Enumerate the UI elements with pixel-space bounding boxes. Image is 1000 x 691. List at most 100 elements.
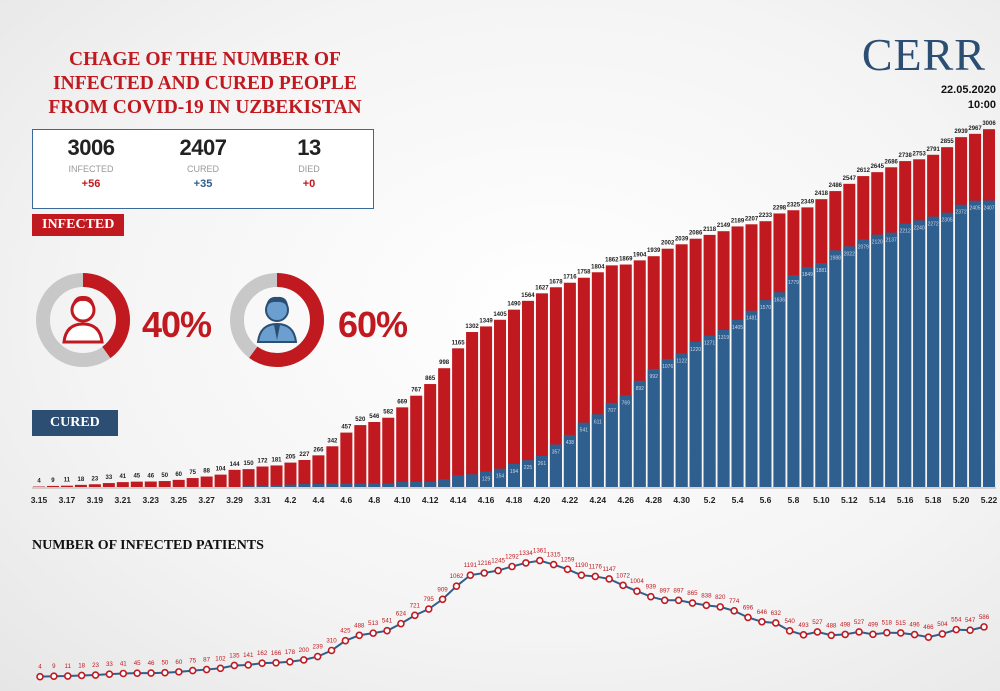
x-tick-label: 4.28	[645, 495, 662, 505]
bar-cured	[745, 310, 758, 487]
line-point-label: 1216	[477, 560, 491, 567]
bar-infected-label: 60	[175, 472, 182, 478]
line-point	[133, 669, 141, 677]
bar-cured-label: 2212	[900, 229, 911, 235]
bar-cured	[829, 250, 842, 487]
bar-infected	[438, 368, 451, 487]
bar-infected	[228, 469, 241, 487]
bar-infected-label: 865	[425, 376, 436, 382]
stat-infected-value: 3006	[67, 135, 115, 160]
bar-cured	[619, 395, 632, 487]
line-point	[674, 596, 683, 605]
bar-infected	[424, 384, 437, 487]
line-point	[952, 625, 961, 634]
bar-cured	[787, 275, 800, 487]
line-point-label: 696	[743, 604, 754, 611]
line-point	[924, 633, 933, 641]
line-point-label: 499	[868, 621, 879, 628]
x-tick-label: 3.15	[31, 495, 48, 505]
bar-infected-label: 1490	[507, 302, 521, 308]
bar-cured	[731, 319, 744, 487]
stat-infected-delta: +56	[81, 178, 101, 190]
bar-cured	[507, 463, 521, 487]
bar-infected	[116, 482, 129, 487]
line-point	[119, 669, 128, 678]
bar-infected-label: 767	[411, 388, 422, 394]
stat-died-value: 13	[297, 135, 321, 160]
x-tick-label: 4.8	[368, 495, 380, 505]
bar-cured	[535, 455, 548, 487]
line-point-label: 646	[757, 609, 768, 616]
bar-infected-label: 2039	[675, 236, 689, 242]
line-point	[605, 575, 613, 583]
female-donut-arc	[36, 273, 130, 367]
bar-infected-label: 520	[355, 417, 366, 423]
line-point-label: 87	[203, 657, 210, 664]
female-donut	[36, 273, 130, 367]
bar-cured	[354, 483, 367, 487]
male-percent: 60%	[338, 304, 408, 345]
bar-infected	[326, 446, 339, 487]
line-point	[466, 571, 475, 579]
line-point	[424, 605, 433, 613]
bar-cured-label: 707	[608, 408, 617, 414]
bar-cured-label: 2137	[886, 238, 897, 244]
bar-infected-label: 1564	[521, 293, 535, 299]
x-tick-label: 4.14	[450, 495, 467, 505]
line-point-label: 1147	[603, 566, 617, 573]
x-tick-label: 3.17	[59, 495, 76, 505]
bar-infected	[521, 300, 534, 487]
bar-infected	[549, 287, 562, 487]
bar-infected-label: 2486	[829, 183, 843, 189]
bar-cured-label: 1881	[816, 268, 827, 274]
bar-cured-label: 611	[594, 419, 602, 425]
line-point	[619, 581, 627, 590]
bar-infected	[242, 469, 255, 487]
line-point-label: 897	[673, 587, 684, 594]
line-point	[258, 659, 266, 667]
line-point-label: 1334	[519, 550, 533, 557]
x-tick-label: 5.6	[760, 495, 772, 505]
bar-infected-label: 998	[439, 360, 450, 366]
line-point-label: 632	[771, 610, 782, 617]
bar-cured	[843, 246, 856, 487]
line-point-label: 493	[798, 622, 809, 629]
cerr-logo: CERR	[861, 29, 986, 80]
line-point-label: 75	[189, 658, 196, 665]
bar-infected-label: 2418	[815, 191, 829, 197]
line-point	[591, 572, 600, 581]
stat-died-delta: +0	[302, 178, 316, 190]
bar-infected-label: 150	[244, 461, 255, 467]
bar-cured	[242, 486, 255, 487]
bar-infected-label: 2349	[801, 199, 815, 205]
summary-box: 3006 INFECTED +56 2407 CURED +35 13 DIED…	[32, 129, 374, 209]
bar-cured-label: 1076	[662, 364, 673, 370]
x-tick-label: 4.22	[562, 495, 579, 505]
bar-infected-label: 50	[161, 473, 168, 479]
line-point-label: 1072	[616, 572, 630, 579]
bar-cured	[927, 216, 940, 487]
line-point-label: 46	[148, 660, 155, 667]
bar-cured	[857, 239, 870, 487]
bar-infected	[312, 455, 325, 487]
bar-infected	[88, 484, 101, 487]
bar-cured	[899, 223, 912, 488]
line-point-label: 166	[271, 650, 282, 657]
line-point	[452, 582, 461, 590]
line-point	[633, 587, 641, 595]
line-point-label: 1259	[561, 556, 575, 563]
line-point-label: 239	[312, 644, 323, 651]
bar-infected-label: 2738	[899, 153, 913, 159]
line-chart-title: NUMBER OF INFECTED PATIENTS	[32, 538, 264, 553]
line-point-label: 504	[937, 621, 948, 628]
bar-infected	[60, 485, 73, 487]
title-line-2: INFECTED AND CURED PEOPLE	[53, 73, 357, 94]
bar-cured	[955, 204, 968, 487]
bar-cured	[368, 483, 381, 487]
line-point	[758, 617, 766, 626]
line-point	[980, 623, 988, 631]
line-point-label: 466	[923, 624, 934, 631]
x-tick-label: 4.24	[590, 495, 607, 505]
bar-infected-label: 2298	[773, 205, 787, 211]
